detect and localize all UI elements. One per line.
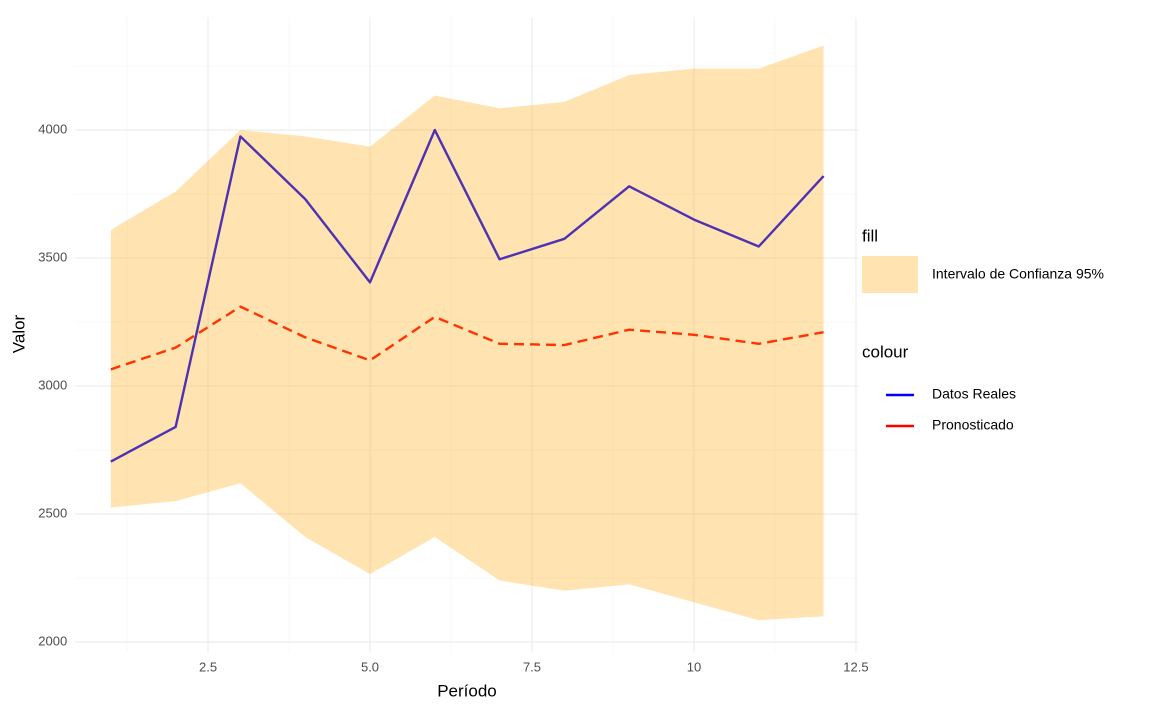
legend-label: Intervalo de Confianza 95% [932,266,1104,282]
series-line [110,305,824,371]
legend-label: Datos Reales [932,386,1016,402]
x-tick-label: 10 [687,660,701,675]
y-tick-label: 2000 [38,633,67,648]
legend-title: colour [862,342,909,361]
x-tick-label: 12.5 [843,660,868,675]
confidence-ribbon [110,45,824,621]
y-tick-label: 3000 [38,377,67,392]
x-tick-label: 2.5 [199,660,217,675]
y-tick-label: 3500 [38,249,67,264]
legend-label: Pronosticado [932,417,1014,433]
x-axis-title: Período [437,681,497,700]
legend-title: fill [862,226,878,245]
y-axis-title: Valor [9,314,28,353]
x-tick-label: 5.0 [361,660,379,675]
series-line [110,128,825,463]
legend-key [862,256,918,293]
x-tick-label: 7.5 [523,660,541,675]
y-tick-label: 4000 [38,121,67,136]
y-tick-label: 2500 [38,505,67,520]
